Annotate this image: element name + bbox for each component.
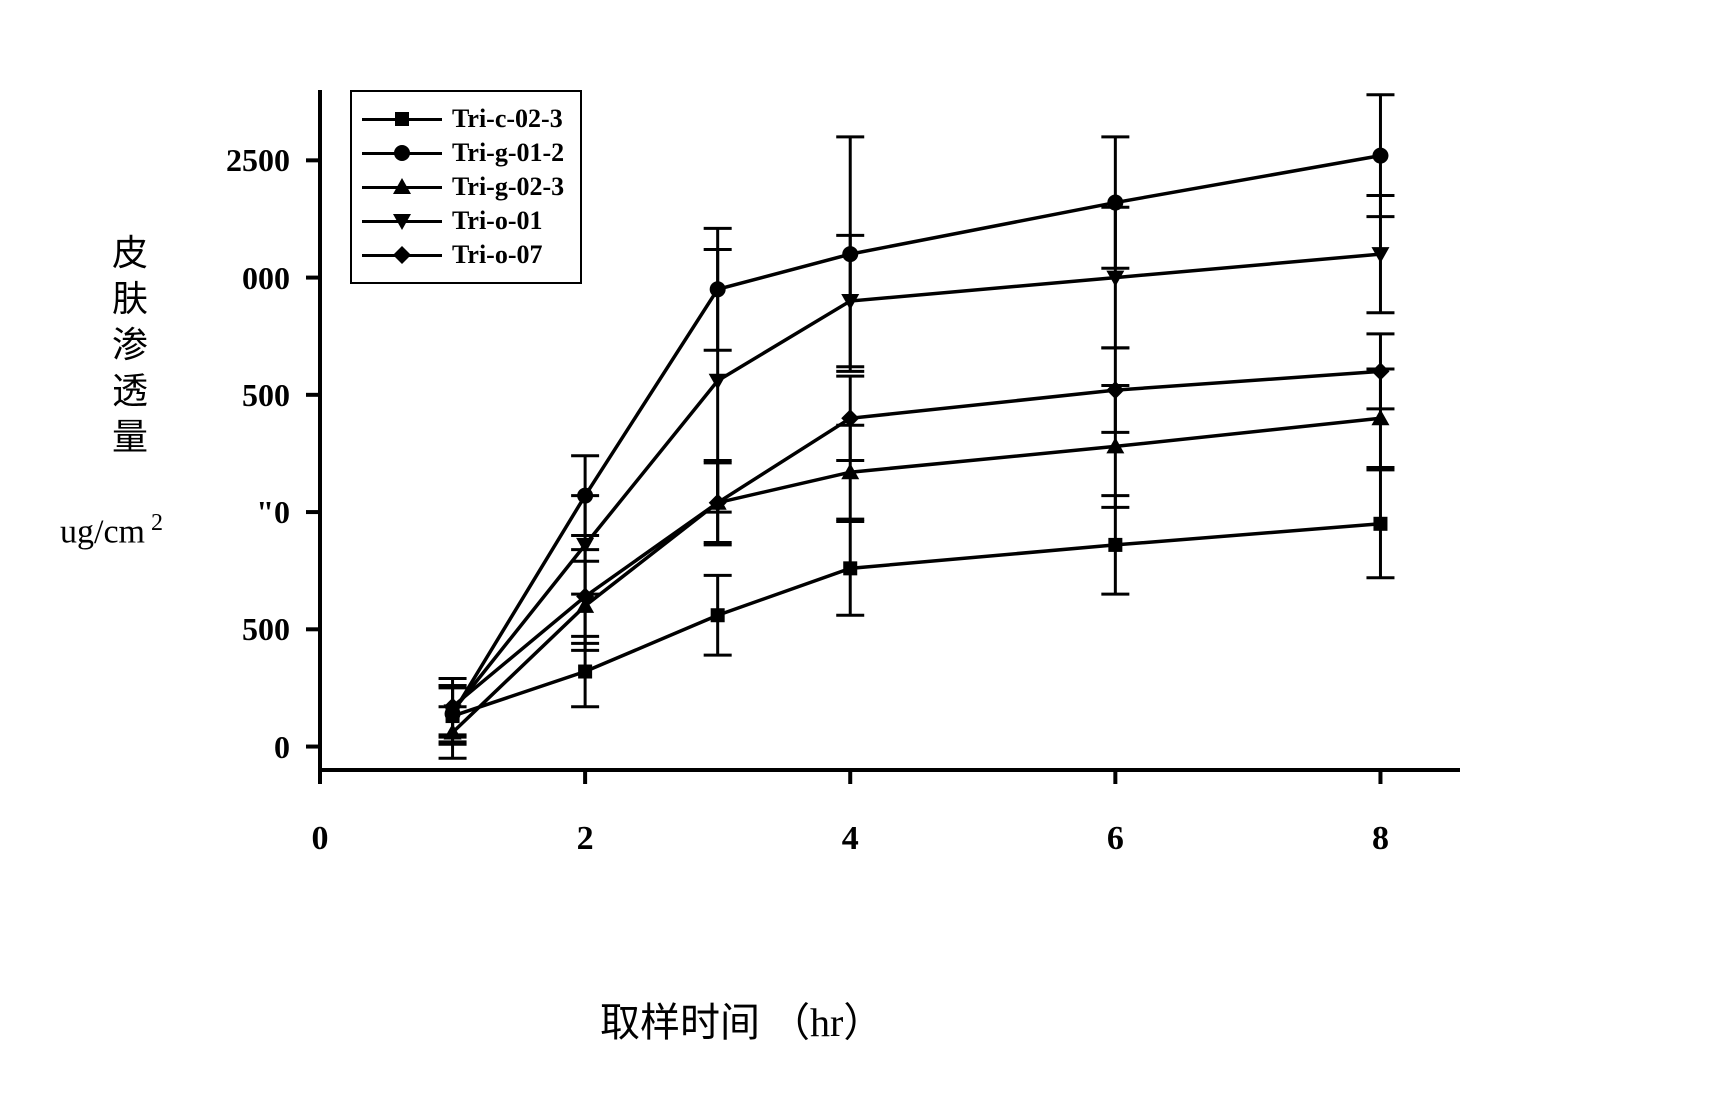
y-tick-label: 0 [274,729,290,766]
y-tick-label: "0 [256,494,290,531]
y-tick-label: 2500 [226,142,290,179]
x-axis-label: 取样时间 （hr） [600,990,883,1048]
y-tick-label: 000 [242,260,290,297]
x-tick-label: 8 [1372,820,1389,858]
y-axis-label-cn: 皮肤渗透量 [110,230,150,460]
y-tick-label: 500 [242,377,290,414]
y-axis-label-unit: ug/cm 2 [60,510,163,551]
x-tick-label: 4 [842,820,859,858]
x-tick-label: 2 [577,820,594,858]
x-tick-label: 0 [312,820,329,858]
x-tick-label: 6 [1107,820,1124,858]
line-chart [300,70,1500,790]
y-tick-label: 500 [242,611,290,648]
